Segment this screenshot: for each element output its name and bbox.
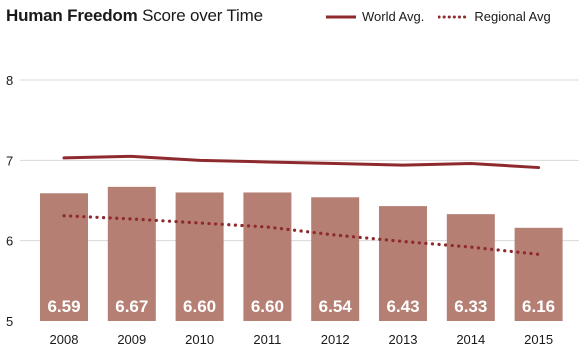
bar-2013	[379, 206, 427, 321]
x-tick-label-2012: 2012	[321, 332, 350, 347]
x-tick-label-2011: 2011	[253, 332, 281, 347]
y-tick-label-6: 6	[6, 234, 13, 249]
bar-value-label-2011: 6.60	[251, 297, 284, 316]
legend-label-regional: Regional Avg	[474, 9, 551, 24]
bar-2015	[514, 227, 563, 321]
bar-value-label-2015: 6.16	[522, 297, 555, 316]
chart-title-rest: Score over Time	[137, 6, 263, 25]
x-tick-label-2010: 2010	[185, 332, 214, 347]
legend-item-world: World Avg.	[326, 9, 424, 24]
chart-title-bold: Human Freedom	[6, 6, 138, 25]
series-line-regional-avg	[62, 214, 541, 256]
bar-2011	[243, 192, 292, 321]
x-tick-label-2014: 2014	[456, 332, 485, 347]
bar-2012	[311, 197, 360, 321]
x-tick-label-2009: 2009	[117, 332, 146, 347]
bar-2014	[446, 214, 495, 321]
y-tick-label-5: 5	[6, 314, 13, 329]
series-line-world-avg	[62, 154, 541, 170]
bar-value-label-2009: 6.67	[115, 297, 148, 316]
legend-label-world: World Avg.	[362, 9, 425, 24]
label-layer: 6.59 6.67 6.60 6.60 6.54 6.43 6.33 6.16	[47, 297, 555, 316]
y-tick-label-7: 7	[6, 153, 13, 168]
bar-value-label-2013: 6.43	[386, 297, 419, 316]
chart-legend: World Avg. Regional Avg	[326, 9, 565, 24]
bar-value-label-2010: 6.60	[183, 297, 216, 316]
y-tick-label-8: 8	[6, 73, 13, 88]
legend-swatch-world	[326, 15, 356, 18]
line-layer	[62, 154, 541, 256]
x-tick-label-2013: 2013	[389, 332, 418, 347]
bar-2010	[175, 192, 224, 321]
bar-value-label-2014: 6.33	[454, 297, 487, 316]
axis-layer: 5 6 7 8 2008 2009 2010 2011 2012 2013 2014 2015	[6, 73, 553, 347]
chart-header: Human Freedom Score over Time World Avg.…	[6, 6, 583, 36]
bar-layer	[40, 186, 563, 321]
legend-swatch-regional	[438, 15, 469, 18]
legend-item-regional: Regional Avg	[438, 9, 551, 24]
x-tick-label-2015: 2015	[524, 332, 553, 347]
bar-value-label-2008: 6.59	[47, 297, 80, 316]
bar-2009	[107, 186, 156, 321]
bar-value-label-2012: 6.54	[319, 297, 353, 316]
x-tick-label-2008: 2008	[50, 332, 79, 347]
